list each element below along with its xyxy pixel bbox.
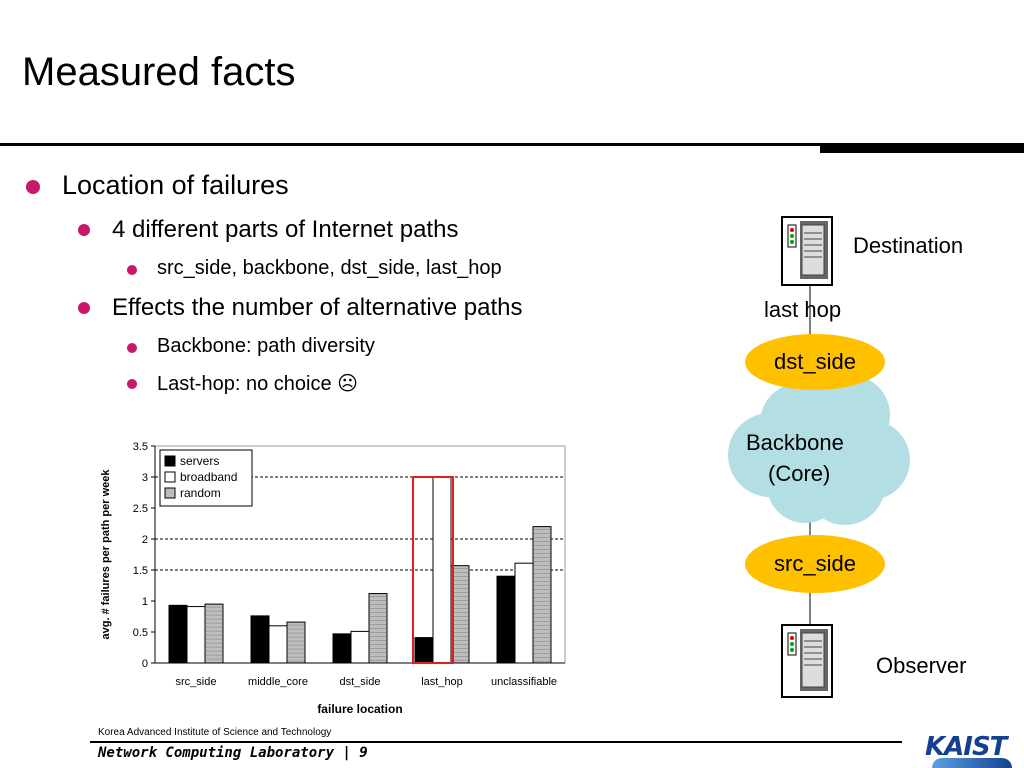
bar-random-middle_core bbox=[286, 621, 306, 664]
backbone-label: Backbone bbox=[746, 430, 844, 455]
backbone-cloud bbox=[728, 375, 910, 525]
bar-random-last_hop bbox=[450, 565, 470, 664]
bullet-dot bbox=[78, 224, 90, 236]
legend-swatch-random bbox=[164, 487, 176, 499]
y-tick-label: 3.5 bbox=[133, 441, 148, 453]
bar-broadband-src_side bbox=[186, 606, 206, 664]
title-divider-accent bbox=[820, 143, 1024, 153]
src-side-oval: src_side bbox=[745, 535, 885, 593]
x-tick-label: unclassifiable bbox=[491, 676, 557, 688]
legend-swatch-servers bbox=[164, 455, 176, 467]
logo-arc bbox=[932, 758, 1012, 768]
legend-swatch-broadband bbox=[164, 471, 176, 483]
path-diagram bbox=[728, 216, 910, 698]
bullet-backbone: Backbone: path diversity bbox=[157, 335, 375, 357]
bar-broadband-unclassifiable bbox=[514, 562, 534, 664]
bar-servers-dst_side bbox=[332, 633, 352, 664]
y-tick-label: 0.5 bbox=[133, 627, 148, 639]
y-tick-label: 0 bbox=[142, 658, 148, 670]
legend-label-random: random bbox=[180, 486, 221, 500]
bullet-alternative-paths: Effects the number of alternative paths bbox=[112, 294, 523, 321]
bullet-location-of-failures: Location of failures bbox=[62, 170, 289, 200]
bar-servers-middle_core bbox=[250, 615, 270, 664]
destination-label: Destination bbox=[853, 233, 964, 258]
last-hop-label: last hop bbox=[764, 297, 842, 322]
core-label: (Core) bbox=[768, 461, 831, 486]
footer-institute: Korea Advanced Institute of Science and … bbox=[98, 727, 332, 738]
destination-server-icon bbox=[781, 216, 833, 286]
title-divider bbox=[0, 143, 1024, 146]
bullet-dot bbox=[26, 180, 40, 194]
bar-servers-last_hop bbox=[414, 637, 434, 664]
x-tick-label: src_side bbox=[176, 676, 217, 688]
bar-broadband-dst_side bbox=[350, 630, 370, 664]
bar-random-src_side bbox=[204, 603, 224, 664]
x-tick-label: last_hop bbox=[421, 676, 463, 688]
legend-label-broadband: broadband bbox=[180, 470, 237, 484]
footer-divider bbox=[90, 741, 902, 743]
y-tick-label: 3 bbox=[142, 472, 148, 484]
bullet-last-hop: Last-hop: no choice ☹ bbox=[157, 373, 358, 395]
dst-side-oval: dst_side bbox=[745, 334, 885, 390]
x-tick-label: middle_core bbox=[248, 676, 308, 688]
x-axis-label: failure location bbox=[317, 702, 402, 716]
footer-lab-page: Network Computing Laboratory | 9 bbox=[98, 745, 368, 761]
bullet-dot bbox=[127, 343, 137, 353]
x-tick-label: dst_side bbox=[340, 676, 381, 688]
y-tick-label: 1.5 bbox=[133, 565, 148, 577]
bar-broadband-middle_core bbox=[268, 625, 288, 664]
y-tick-label: 2 bbox=[142, 534, 148, 546]
bar-random-unclassifiable bbox=[532, 526, 552, 664]
bullet-dot bbox=[127, 265, 137, 275]
bullet-path-parts: src_side, backbone, dst_side, last_hop bbox=[157, 257, 502, 279]
failure-location-chart: 0 0.5 1 1.5 2 2.5 3 3.5 src_side middle_core dst_s… bbox=[100, 441, 566, 716]
legend-label-servers: servers bbox=[180, 454, 219, 468]
highlight-box bbox=[412, 476, 454, 664]
y-axis-label: avg. # failures per path per week bbox=[100, 469, 112, 640]
kaist-logo: KAIST bbox=[925, 732, 1007, 762]
y-tick-label: 2.5 bbox=[133, 503, 148, 515]
bar-broadband-last_hop bbox=[432, 476, 452, 664]
bar-servers-unclassifiable bbox=[496, 575, 516, 664]
bullet-four-parts: 4 different parts of Internet paths bbox=[112, 216, 459, 243]
bullet-dot bbox=[78, 302, 90, 314]
observer-server-icon bbox=[781, 624, 833, 698]
bullet-dot bbox=[127, 379, 137, 389]
bar-servers-src_side bbox=[168, 604, 188, 664]
y-tick-label: 1 bbox=[142, 596, 148, 608]
observer-label: Observer bbox=[876, 653, 967, 678]
slide-title: Measured facts bbox=[22, 50, 296, 94]
